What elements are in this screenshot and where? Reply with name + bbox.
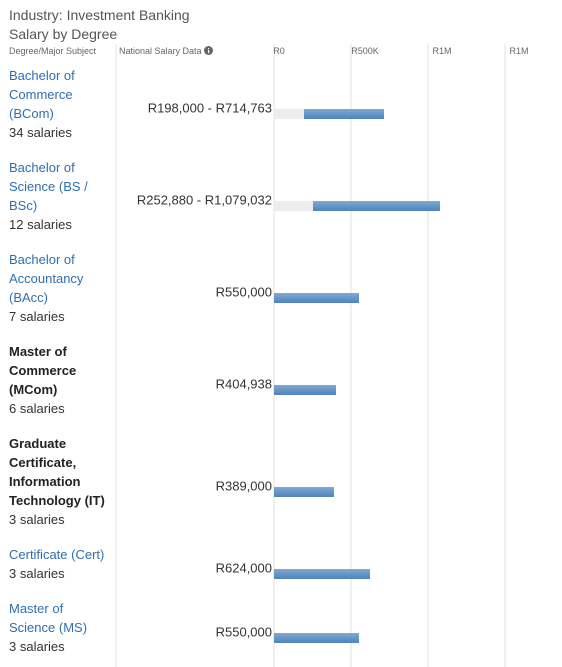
row-label: Bachelor of Commerce (BCom) 34 salaries — [9, 66, 113, 158]
row-label: Bachelor of Science (BS / BSc) 12 salarie… — [9, 158, 113, 250]
row: Master of Science (MS) 3 salaries R550,000 — [0, 599, 562, 667]
degree[interactable]: Bachelor of Science (BS / BSc) — [9, 160, 88, 213]
x-tick-label: R1M — [509, 46, 529, 56]
info-icon[interactable] — [204, 46, 214, 55]
bar — [274, 486, 334, 497]
salary-count: 3 salaries — [9, 566, 65, 581]
bar — [274, 293, 359, 303]
column-header: Degree/Major Subject — [9, 46, 97, 56]
row-label: Master of Commerce (MCom) 6 salaries — [9, 342, 113, 434]
x-tick-label: R1M — [432, 46, 452, 56]
bar — [304, 109, 385, 119]
degree[interactable]: Bachelor of Accountancy (BAcc) — [9, 252, 84, 305]
column-header: National Salary Data — [119, 46, 214, 56]
row-label: Certificate (Cert) 3 salaries — [9, 545, 113, 599]
row: Bachelor of Science (BS / BSc) 12 salarie… — [0, 158, 562, 250]
salary-count: 34 salaries — [9, 125, 72, 140]
salary-count: 7 salaries — [9, 309, 65, 324]
bar — [274, 569, 371, 579]
bar — [274, 632, 359, 643]
bar-base — [274, 109, 305, 119]
row: Master of Commerce (MCom) 6 salaries R404,… — [0, 342, 562, 434]
value-label: R624,000 — [215, 560, 272, 576]
value-label: R550,000 — [215, 284, 272, 300]
value-label: R252,880 - R1,079,032 — [136, 192, 272, 208]
row: Certificate (Cert) 3 salaries R624,000 — [0, 545, 562, 599]
column-header-text: National Salary Data — [119, 46, 202, 56]
x-tick-label: R0 — [273, 46, 285, 56]
bar — [274, 385, 337, 395]
rows: Bachelor of Commerce (BCom) 34 salaries R1… — [0, 66, 562, 667]
degree[interactable]: Bachelor of Commerce (BCom) — [9, 68, 75, 121]
bar-base — [274, 201, 313, 211]
row: Bachelor of Commerce (BCom) 34 salaries R1… — [0, 66, 562, 158]
value-label: R404,938 — [215, 376, 272, 392]
value-label: R389,000 — [215, 477, 272, 493]
industry: Industry: Investment Banking — [9, 7, 190, 23]
salary-count: 3 salaries — [9, 512, 65, 527]
degree: Graduate Certificate, Information Techno… — [9, 436, 105, 508]
row-label: Master of Science (MS) 3 salaries — [9, 599, 113, 667]
degree[interactable]: Certificate (Cert) — [9, 547, 105, 562]
row: Graduate Certificate, Information Techno… — [0, 434, 562, 545]
row-label: Bachelor of Accountancy (BAcc) 7 salaries — [9, 250, 113, 342]
bar — [312, 201, 441, 211]
row: Bachelor of Accountancy (BAcc) 7 salaries… — [0, 250, 562, 342]
degree: Master of Commerce (MCom) — [9, 344, 77, 397]
x-tick-label: R500K — [351, 46, 379, 56]
salary-count: 6 salaries — [9, 401, 65, 416]
row-label: Graduate Certificate, Information Techno… — [9, 434, 113, 545]
value-label: R198,000 - R714,763 — [147, 100, 272, 116]
degree[interactable]: Master of Science (MS) — [9, 601, 88, 635]
chart-title: Salary by Degree — [9, 26, 118, 42]
salary-count: 12 salaries — [9, 217, 72, 232]
value-label: R550,000 — [215, 623, 272, 639]
salary-count: 3 salaries — [9, 639, 65, 654]
